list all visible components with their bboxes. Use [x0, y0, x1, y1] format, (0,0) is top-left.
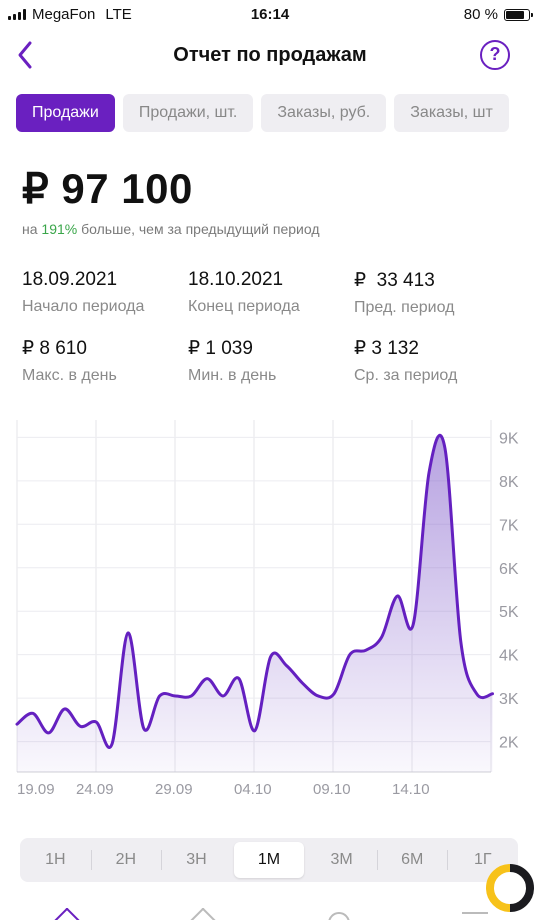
stat-label: Конец периода [188, 298, 300, 315]
stat-value: ₽ 33 413 [354, 270, 435, 291]
status-time: 16:14 [250, 6, 290, 23]
bottom-nav [0, 908, 540, 920]
stat-label: Начало периода [22, 298, 145, 315]
period-button[interactable]: 2Н [90, 842, 162, 878]
stat-value: ₽ 8 610 [22, 338, 87, 359]
stat-avg-period: ₽ 3 132 Ср. за период [354, 337, 457, 385]
stat-max-day: ₽ 8 610 Макс. в день [22, 337, 117, 385]
tab-2[interactable]: Заказы, руб. [261, 94, 387, 132]
nav-header: Отчет по продажам ? [0, 36, 540, 76]
status-bar: MegaFon LTE 16:14 80 % [0, 0, 540, 28]
x-tick-label: 29.09 [155, 781, 193, 798]
app-logo-icon[interactable] [486, 864, 534, 912]
stat-period-end: 18.10.2021 Конец периода [188, 269, 300, 316]
period-button[interactable]: 1М [233, 842, 305, 878]
search-icon[interactable] [328, 912, 350, 920]
comparison-percent: 191% [41, 221, 78, 237]
y-tick-label: 3K [499, 691, 519, 708]
y-tick-label: 9K [499, 430, 519, 447]
stat-value: ₽ 1 039 [188, 338, 253, 359]
y-tick-label: 4K [499, 648, 519, 665]
stat-value: 18.09.2021 [22, 269, 118, 290]
stat-period-start: 18.09.2021 Начало периода [22, 269, 144, 316]
chevron-left-icon[interactable] [12, 38, 42, 72]
stat-min-day: ₽ 1 039 Мин. в день [188, 337, 276, 385]
period-button[interactable]: 1Н [45, 851, 66, 868]
period-button[interactable]: 1Г [447, 842, 518, 878]
chart-area-fill [17, 435, 493, 772]
page-title: Отчет по продажам [173, 44, 367, 66]
tab-0[interactable]: Продажи [16, 94, 115, 132]
period-selector: 1Н 2Н 3Н 1М 3М 6М 1Г [20, 838, 518, 882]
question-circle-icon[interactable]: ? [480, 40, 510, 70]
period-button[interactable]: 6М [376, 842, 448, 878]
status-left: MegaFon LTE [8, 6, 132, 23]
stat-label: Ср. за период [354, 367, 458, 384]
carrier-name: MegaFon [32, 6, 96, 23]
stat-label: Макс. в день [22, 367, 117, 384]
box-icon[interactable] [187, 908, 219, 920]
stat-value: ₽ 3 132 [354, 338, 419, 359]
y-tick-label: 5K [499, 604, 519, 621]
period-button[interactable]: 3М [330, 851, 353, 868]
x-tick-label: 19.09 [17, 781, 55, 798]
x-tick-label: 24.09 [76, 781, 114, 798]
x-tick-label: 04.10 [234, 781, 272, 798]
stat-value: 18.10.2021 [188, 269, 284, 290]
tab-3[interactable]: Заказы, шт [394, 94, 509, 132]
battery-percent: 80 % [463, 6, 498, 23]
y-tick-label: 6K [499, 561, 519, 578]
stat-prev-period: ₽ 33 413 Пред. период [354, 269, 454, 317]
total-amount: ₽ 97 100 [22, 165, 193, 212]
x-tick-label: 09.10 [313, 781, 351, 798]
y-tick-label: 2K [499, 735, 519, 752]
metric-tabs: Продажи Продажи, шт. Заказы, руб. Заказы, ш… [16, 94, 540, 134]
chart-series-line [15, 433, 494, 749]
y-tick-label: 8K [499, 474, 519, 491]
comparison-text: на 191% больше, чем за предыдущий период [22, 221, 320, 237]
sales-area-chart[interactable]: 2K 3K 4K 5K 6K 7K 8K 9K 19.09 24.09 29.09 04.10 09.… [0, 410, 540, 810]
period-button[interactable]: 3Н [161, 842, 232, 878]
stat-label: Мин. в день [188, 367, 277, 384]
menu-icon[interactable] [462, 912, 488, 916]
network-type: LTE [105, 6, 132, 23]
tab-1[interactable]: Продажи, шт. [122, 94, 254, 132]
comparison-prefix: на [22, 221, 38, 237]
stat-label: Пред. период [354, 299, 455, 316]
x-tick-label: 14.10 [392, 781, 430, 798]
home-icon[interactable] [51, 908, 83, 920]
status-right: 80 % [463, 6, 533, 23]
battery-icon [504, 8, 533, 21]
comparison-suffix: больше, чем за предыдущий период [81, 221, 320, 237]
signal-icon [8, 9, 26, 20]
y-tick-label: 7K [499, 517, 519, 534]
